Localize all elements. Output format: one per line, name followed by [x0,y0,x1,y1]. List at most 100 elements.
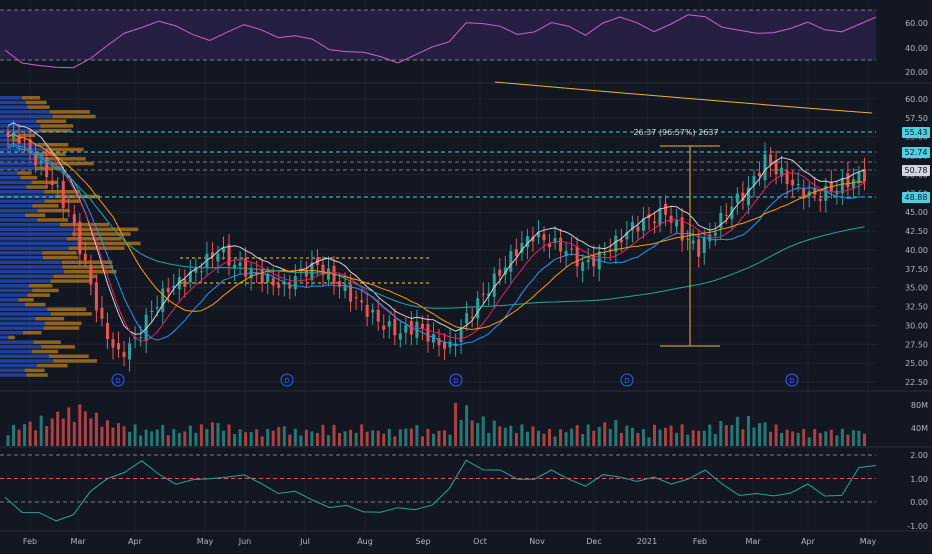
volume-bar [713,434,717,446]
volume-bar [50,418,54,446]
volume-profile-bar [20,175,38,180]
volume-bar [404,428,408,446]
candle-body [741,192,745,201]
candle-body [514,249,518,257]
volume-bar [564,432,568,446]
volume-profile-bar [0,161,52,166]
volume-bar [365,431,369,446]
volume-bar [45,426,49,446]
volume-profile-bar [0,312,51,316]
price-label-48-88: 48.88 [902,192,930,203]
candle-body [592,255,596,267]
volume-bar [17,429,21,446]
volume-profile-bar [0,208,38,213]
candle-body [476,298,480,319]
volume-bar [465,405,469,446]
volume-bar [669,425,673,446]
candle-body [575,246,579,267]
candle-body [774,160,778,175]
volume-profile-bar [35,316,65,321]
volume-bar [686,434,690,446]
volume-bar [862,433,866,446]
volume-profile-bar [0,255,44,260]
rsi-tick-label: 20.00 [905,68,928,77]
candle-body [404,325,408,333]
volume-profile-bar [24,213,46,217]
candle-body [641,218,645,231]
candle-body [277,283,281,288]
volume-bar [741,429,745,446]
volume-profile-bar [11,138,21,142]
volume-bar [542,433,546,446]
volume-bar [653,424,656,446]
volume-bar [641,429,645,446]
candle-body [117,343,121,350]
candle-body [796,183,800,186]
volume-bar [382,433,386,446]
volume-bar [128,431,132,446]
volume-bar [249,432,253,446]
dividend-marker-label: D [624,377,629,385]
volume-bar [680,424,684,446]
price-tick-label: 35.00 [905,284,928,293]
volume-bar [326,435,330,446]
volume-bar [481,416,485,446]
volume-bar [548,428,552,446]
candle-body [586,259,590,263]
volume-bar [454,402,458,446]
volume-bar [802,429,806,446]
volume-bar [697,430,701,446]
candle-body [266,273,270,283]
volume-profile-bar [0,241,78,246]
candle-body [757,172,761,177]
volume-profile-bar [22,96,40,100]
osc-tick-label: 1.00 [910,475,928,484]
candle-body [431,334,435,343]
candle-body [199,271,203,273]
candle-body [498,269,502,276]
volume-profile-bar [27,105,50,109]
candle-body [851,179,855,188]
volume-bar [216,423,220,446]
volume-bar [719,420,723,446]
candle-body [56,185,60,187]
candle-body [6,132,10,137]
volume-bar [785,429,789,446]
x-axis-label: Nov [529,537,545,546]
volume-bar [636,432,640,446]
volume-profile-bar [0,269,65,274]
volume-bar [735,416,739,446]
volume-tick-label: 80M [911,401,928,410]
candle-body [227,244,231,266]
volume-profile-bar [24,368,45,373]
candle-body [326,268,330,280]
price-tick-label: 32.50 [905,303,928,312]
volume-profile-bar [37,218,69,222]
candle-body [94,282,98,311]
volume-bar [144,429,148,446]
candle-body [67,209,71,212]
volume-bar [420,436,424,446]
volume-bar [83,411,87,446]
volume-bar [161,424,165,446]
measure-label: 26.37 (96.57%) 2637 [633,128,718,137]
volume-bar [376,430,380,446]
candle-body [724,214,728,216]
candle-body [625,232,629,240]
volume-bar [315,432,319,446]
volume-profile-bar [37,143,69,147]
volume-profile-bar [0,204,33,208]
candle-body [166,287,170,293]
volume-bar [111,427,115,446]
volume-profile-bar [0,119,37,123]
candle-body [360,300,364,303]
volume-profile-bar [0,133,20,138]
price-tick-label: 37.50 [905,265,928,274]
volume-bar [23,424,27,446]
candle-body [288,285,292,289]
volume-bar [791,431,795,446]
candle-body [244,258,248,277]
candle-body [492,273,496,297]
